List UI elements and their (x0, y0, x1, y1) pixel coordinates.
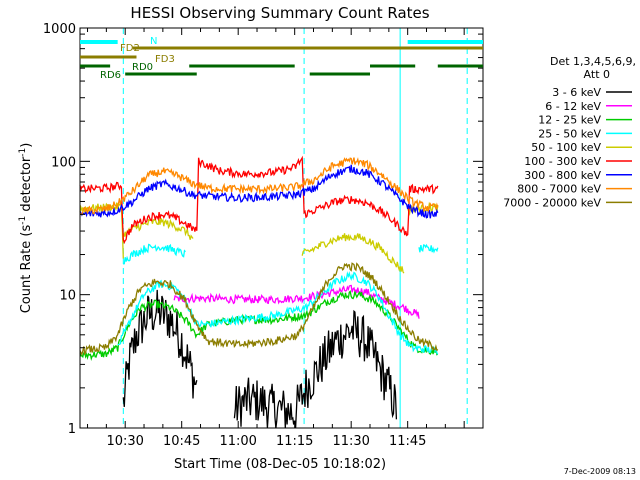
legend-label-300-800-kev: 300 - 800 keV (524, 169, 601, 182)
x-tick-label: 10:30 (106, 434, 143, 449)
x-tick-label: 11:00 (219, 434, 256, 449)
series-100-300-kev (79, 155, 439, 245)
series-line (122, 289, 198, 407)
series-300-800-kev (79, 164, 439, 219)
series-7000-20000-kev (79, 262, 439, 357)
legend-label-7000-20000-kev: 7000 - 20000 keV (503, 196, 601, 209)
series-line (79, 155, 439, 245)
legend-label-6-12-kev: 6 - 12 keV (545, 100, 601, 113)
y-tick-label: 100 (51, 155, 76, 170)
flag-label-fd3: FD3 (155, 54, 175, 65)
footer-timestamp: 7-Dec-2009 08:13 (564, 467, 636, 476)
series-line (173, 284, 420, 319)
series-line (123, 243, 186, 265)
y-tick-label: 1000 (43, 22, 76, 37)
y-axis-label: Count Rate (s-1 detector-1) (18, 143, 34, 314)
series-line (418, 243, 439, 254)
series-3-6-kev (122, 289, 398, 429)
series-12-25-kev (79, 290, 439, 361)
series-line (79, 290, 439, 361)
legend-label-3-6-kev: 3 - 6 keV (552, 86, 601, 99)
flag-label-rd0: RD0 (132, 62, 153, 73)
y-tick-label: 1 (68, 422, 76, 437)
series-line (122, 218, 194, 240)
x-tick-label: 11:45 (389, 434, 426, 449)
series-800-7000-kev (79, 157, 439, 216)
x-axis-label: Start Time (08-Dec-05 10:18:02) (174, 457, 386, 472)
series-line (79, 157, 439, 216)
legend-label-12-25-kev: 12 - 25 keV (538, 114, 601, 127)
series-line (79, 164, 439, 219)
legend-label-50-100-kev: 50 - 100 keV (531, 141, 601, 154)
flag-label-fd2: FD2 (120, 43, 140, 54)
flag-label-rd6: RD6 (100, 70, 121, 81)
legend-label-100-300-kev: 100 - 300 keV (524, 155, 601, 168)
series-line (301, 233, 405, 274)
plot-area (79, 28, 468, 429)
y-tick-label: 10 (59, 289, 76, 304)
x-tick-label: 10:45 (163, 434, 200, 449)
plot-frame (79, 27, 484, 429)
y-axis: 1 10 100 1000 (43, 22, 483, 437)
x-tick-label: 11:30 (332, 434, 369, 449)
series-6-12-kev (173, 284, 420, 319)
x-axis: 10:30 10:45 11:00 11:15 11:30 11:45 (87, 28, 484, 449)
legend-label-800-7000-kev: 800 - 7000 keV (517, 183, 601, 196)
chart-title: HESSI Observing Summary Count Rates (130, 4, 429, 22)
flag-label-n: N (150, 36, 157, 47)
x-tick-label: 11:15 (276, 434, 313, 449)
series-line (233, 309, 398, 429)
series-line (79, 262, 439, 357)
legend-label-25-50-kev: 25 - 50 keV (538, 127, 601, 140)
legend-header-line2: Att 0 (584, 68, 610, 81)
legend-header-line1: Det 1,3,4,5,6,9, (550, 55, 636, 68)
